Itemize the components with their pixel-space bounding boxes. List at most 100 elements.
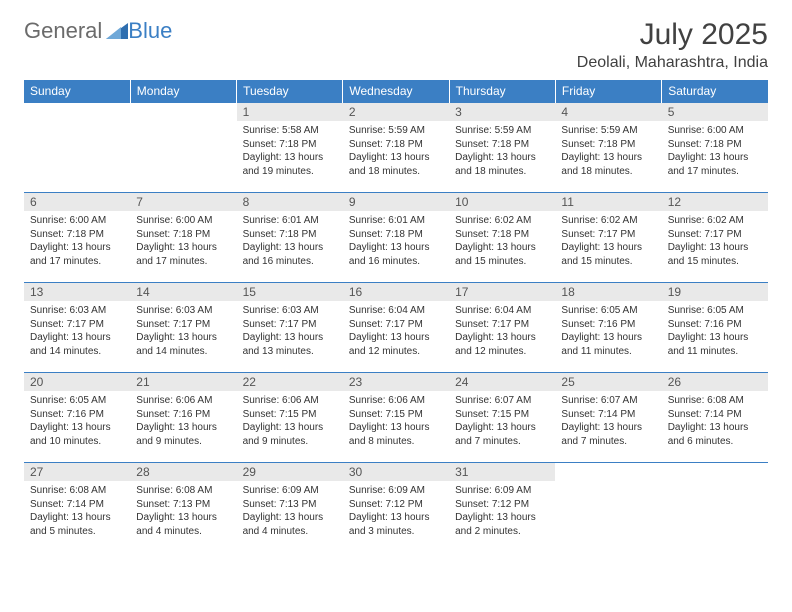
sunset-text: Sunset: 7:18 PM (455, 138, 549, 152)
sunset-text: Sunset: 7:17 PM (349, 318, 443, 332)
sunrise-text: Sunrise: 6:01 AM (349, 214, 443, 228)
brand-logo: General Blue (24, 18, 172, 44)
day-content: Sunrise: 6:05 AMSunset: 7:16 PMDaylight:… (24, 391, 130, 451)
sunrise-text: Sunrise: 6:07 AM (455, 394, 549, 408)
daylight-text: Daylight: 13 hours and 15 minutes. (668, 241, 762, 268)
day-number: 29 (237, 463, 343, 481)
calendar-cell: 23 Sunrise: 6:06 AMSunset: 7:15 PMDayligh… (343, 373, 449, 463)
day-number: 7 (130, 193, 236, 211)
sunrise-text: Sunrise: 6:06 AM (243, 394, 337, 408)
page-header: General Blue July 2025 Deolali, Maharash… (24, 18, 768, 72)
calendar-cell: 16Sunrise: 6:04 AMSunset: 7:17 PMDayligh… (343, 283, 449, 373)
calendar-cell: 30Sunrise: 6:09 AMSunset: 7:12 PMDayligh… (343, 463, 449, 553)
sunrise-text: Sunrise: 6:03 AM (243, 304, 337, 318)
day-number: 6 (24, 193, 130, 211)
sunrise-text: Sunrise: 6:06 AM (136, 394, 230, 408)
calendar-cell: 8Sunrise: 6:01 AMSunset: 7:18 PMDaylight… (237, 193, 343, 283)
sunset-text: Sunset: 7:18 PM (243, 138, 337, 152)
sunset-text: Sunset: 7:18 PM (349, 138, 443, 152)
daylight-text: Daylight: 13 hours and 15 minutes. (455, 241, 549, 268)
sunrise-text: Sunrise: 6:03 AM (136, 304, 230, 318)
sunrise-text: Sunrise: 5:59 AM (561, 124, 655, 138)
daylight-text: Daylight: 13 hours and 16 minutes. (349, 241, 443, 268)
calendar-week: 1Sunrise: 5:58 AMSunset: 7:18 PMDaylight… (24, 103, 768, 193)
sunrise-text: Sunrise: 6:02 AM (668, 214, 762, 228)
calendar-cell (130, 103, 236, 193)
sunset-text: Sunset: 7:18 PM (561, 138, 655, 152)
day-number: 20 (24, 373, 130, 391)
sunset-text: Sunset: 7:15 PM (349, 408, 443, 422)
sunrise-text: Sunrise: 6:02 AM (455, 214, 549, 228)
sunset-text: Sunset: 7:14 PM (668, 408, 762, 422)
sunrise-text: Sunrise: 6:00 AM (30, 214, 124, 228)
day-number: 15 (237, 283, 343, 301)
day-content: Sunrise: 5:58 AMSunset: 7:18 PMDaylight:… (237, 121, 343, 181)
day-number: 1 (237, 103, 343, 121)
sunset-text: Sunset: 7:18 PM (243, 228, 337, 242)
sunset-text: Sunset: 7:18 PM (455, 228, 549, 242)
sunrise-text: Sunrise: 6:02 AM (561, 214, 655, 228)
sunrise-text: Sunrise: 6:08 AM (30, 484, 124, 498)
sunrise-text: Sunrise: 6:09 AM (243, 484, 337, 498)
calendar-cell: 14Sunrise: 6:03 AMSunset: 7:17 PMDayligh… (130, 283, 236, 373)
daylight-text: Daylight: 13 hours and 16 minutes. (243, 241, 337, 268)
day-content: Sunrise: 6:04 AMSunset: 7:17 PMDaylight:… (449, 301, 555, 361)
daylight-text: Daylight: 13 hours and 17 minutes. (668, 151, 762, 178)
day-number: 13 (24, 283, 130, 301)
sunrise-text: Sunrise: 6:07 AM (561, 394, 655, 408)
day-number: 10 (449, 193, 555, 211)
day-number: 31 (449, 463, 555, 481)
day-content: Sunrise: 5:59 AMSunset: 7:18 PMDaylight:… (449, 121, 555, 181)
day-number: 22 (237, 373, 343, 391)
daylight-text: Daylight: 13 hours and 4 minutes. (243, 511, 337, 538)
calendar-cell: 5Sunrise: 6:00 AMSunset: 7:18 PMDaylight… (662, 103, 768, 193)
sunset-text: Sunset: 7:13 PM (243, 498, 337, 512)
daylight-text: Daylight: 13 hours and 14 minutes. (30, 331, 124, 358)
calendar-cell: 4Sunrise: 5:59 AMSunset: 7:18 PMDaylight… (555, 103, 661, 193)
day-number: 25 (555, 373, 661, 391)
daylight-text: Daylight: 13 hours and 18 minutes. (455, 151, 549, 178)
day-content: Sunrise: 6:06 AMSunset: 7:16 PMDaylight:… (130, 391, 236, 451)
daylight-text: Daylight: 13 hours and 11 minutes. (668, 331, 762, 358)
title-block: July 2025 Deolali, Maharashtra, India (577, 18, 768, 72)
day-number: 19 (662, 283, 768, 301)
calendar-cell: 1Sunrise: 5:58 AMSunset: 7:18 PMDaylight… (237, 103, 343, 193)
day-header: Saturday (662, 80, 768, 103)
sunrise-text: Sunrise: 6:03 AM (30, 304, 124, 318)
day-number: 23 (343, 373, 449, 391)
day-content: Sunrise: 6:09 AMSunset: 7:12 PMDaylight:… (343, 481, 449, 541)
sunset-text: Sunset: 7:17 PM (561, 228, 655, 242)
calendar-cell: 13Sunrise: 6:03 AMSunset: 7:17 PMDayligh… (24, 283, 130, 373)
calendar-cell: 15Sunrise: 6:03 AMSunset: 7:17 PMDayligh… (237, 283, 343, 373)
day-number: 2 (343, 103, 449, 121)
sunset-text: Sunset: 7:12 PM (455, 498, 549, 512)
calendar-table: SundayMondayTuesdayWednesdayThursdayFrid… (24, 80, 768, 553)
day-header: Thursday (449, 80, 555, 103)
sunrise-text: Sunrise: 6:06 AM (349, 394, 443, 408)
daylight-text: Daylight: 13 hours and 18 minutes. (349, 151, 443, 178)
day-content: Sunrise: 6:05 AMSunset: 7:16 PMDaylight:… (555, 301, 661, 361)
calendar-cell: 22Sunrise: 6:06 AMSunset: 7:15 PMDayligh… (237, 373, 343, 463)
daylight-text: Daylight: 13 hours and 3 minutes. (349, 511, 443, 538)
day-content: Sunrise: 6:09 AMSunset: 7:13 PMDaylight:… (237, 481, 343, 541)
daylight-text: Daylight: 13 hours and 19 minutes. (243, 151, 337, 178)
sunset-text: Sunset: 7:18 PM (668, 138, 762, 152)
day-content: Sunrise: 6:02 AMSunset: 7:18 PMDaylight:… (449, 211, 555, 271)
day-number: 24 (449, 373, 555, 391)
daylight-text: Daylight: 13 hours and 13 minutes. (243, 331, 337, 358)
daylight-text: Daylight: 13 hours and 11 minutes. (561, 331, 655, 358)
day-content: Sunrise: 6:08 AMSunset: 7:14 PMDaylight:… (24, 481, 130, 541)
day-number: 5 (662, 103, 768, 121)
daylight-text: Daylight: 13 hours and 12 minutes. (349, 331, 443, 358)
sunrise-text: Sunrise: 6:05 AM (561, 304, 655, 318)
daylight-text: Daylight: 13 hours and 5 minutes. (30, 511, 124, 538)
day-header-row: SundayMondayTuesdayWednesdayThursdayFrid… (24, 80, 768, 103)
daylight-text: Daylight: 13 hours and 8 minutes. (349, 421, 443, 448)
daylight-text: Daylight: 13 hours and 18 minutes. (561, 151, 655, 178)
day-header: Wednesday (343, 80, 449, 103)
day-content: Sunrise: 6:01 AMSunset: 7:18 PMDaylight:… (237, 211, 343, 271)
day-number: 28 (130, 463, 236, 481)
sunset-text: Sunset: 7:17 PM (243, 318, 337, 332)
day-number: 17 (449, 283, 555, 301)
day-content: Sunrise: 6:03 AMSunset: 7:17 PMDaylight:… (237, 301, 343, 361)
